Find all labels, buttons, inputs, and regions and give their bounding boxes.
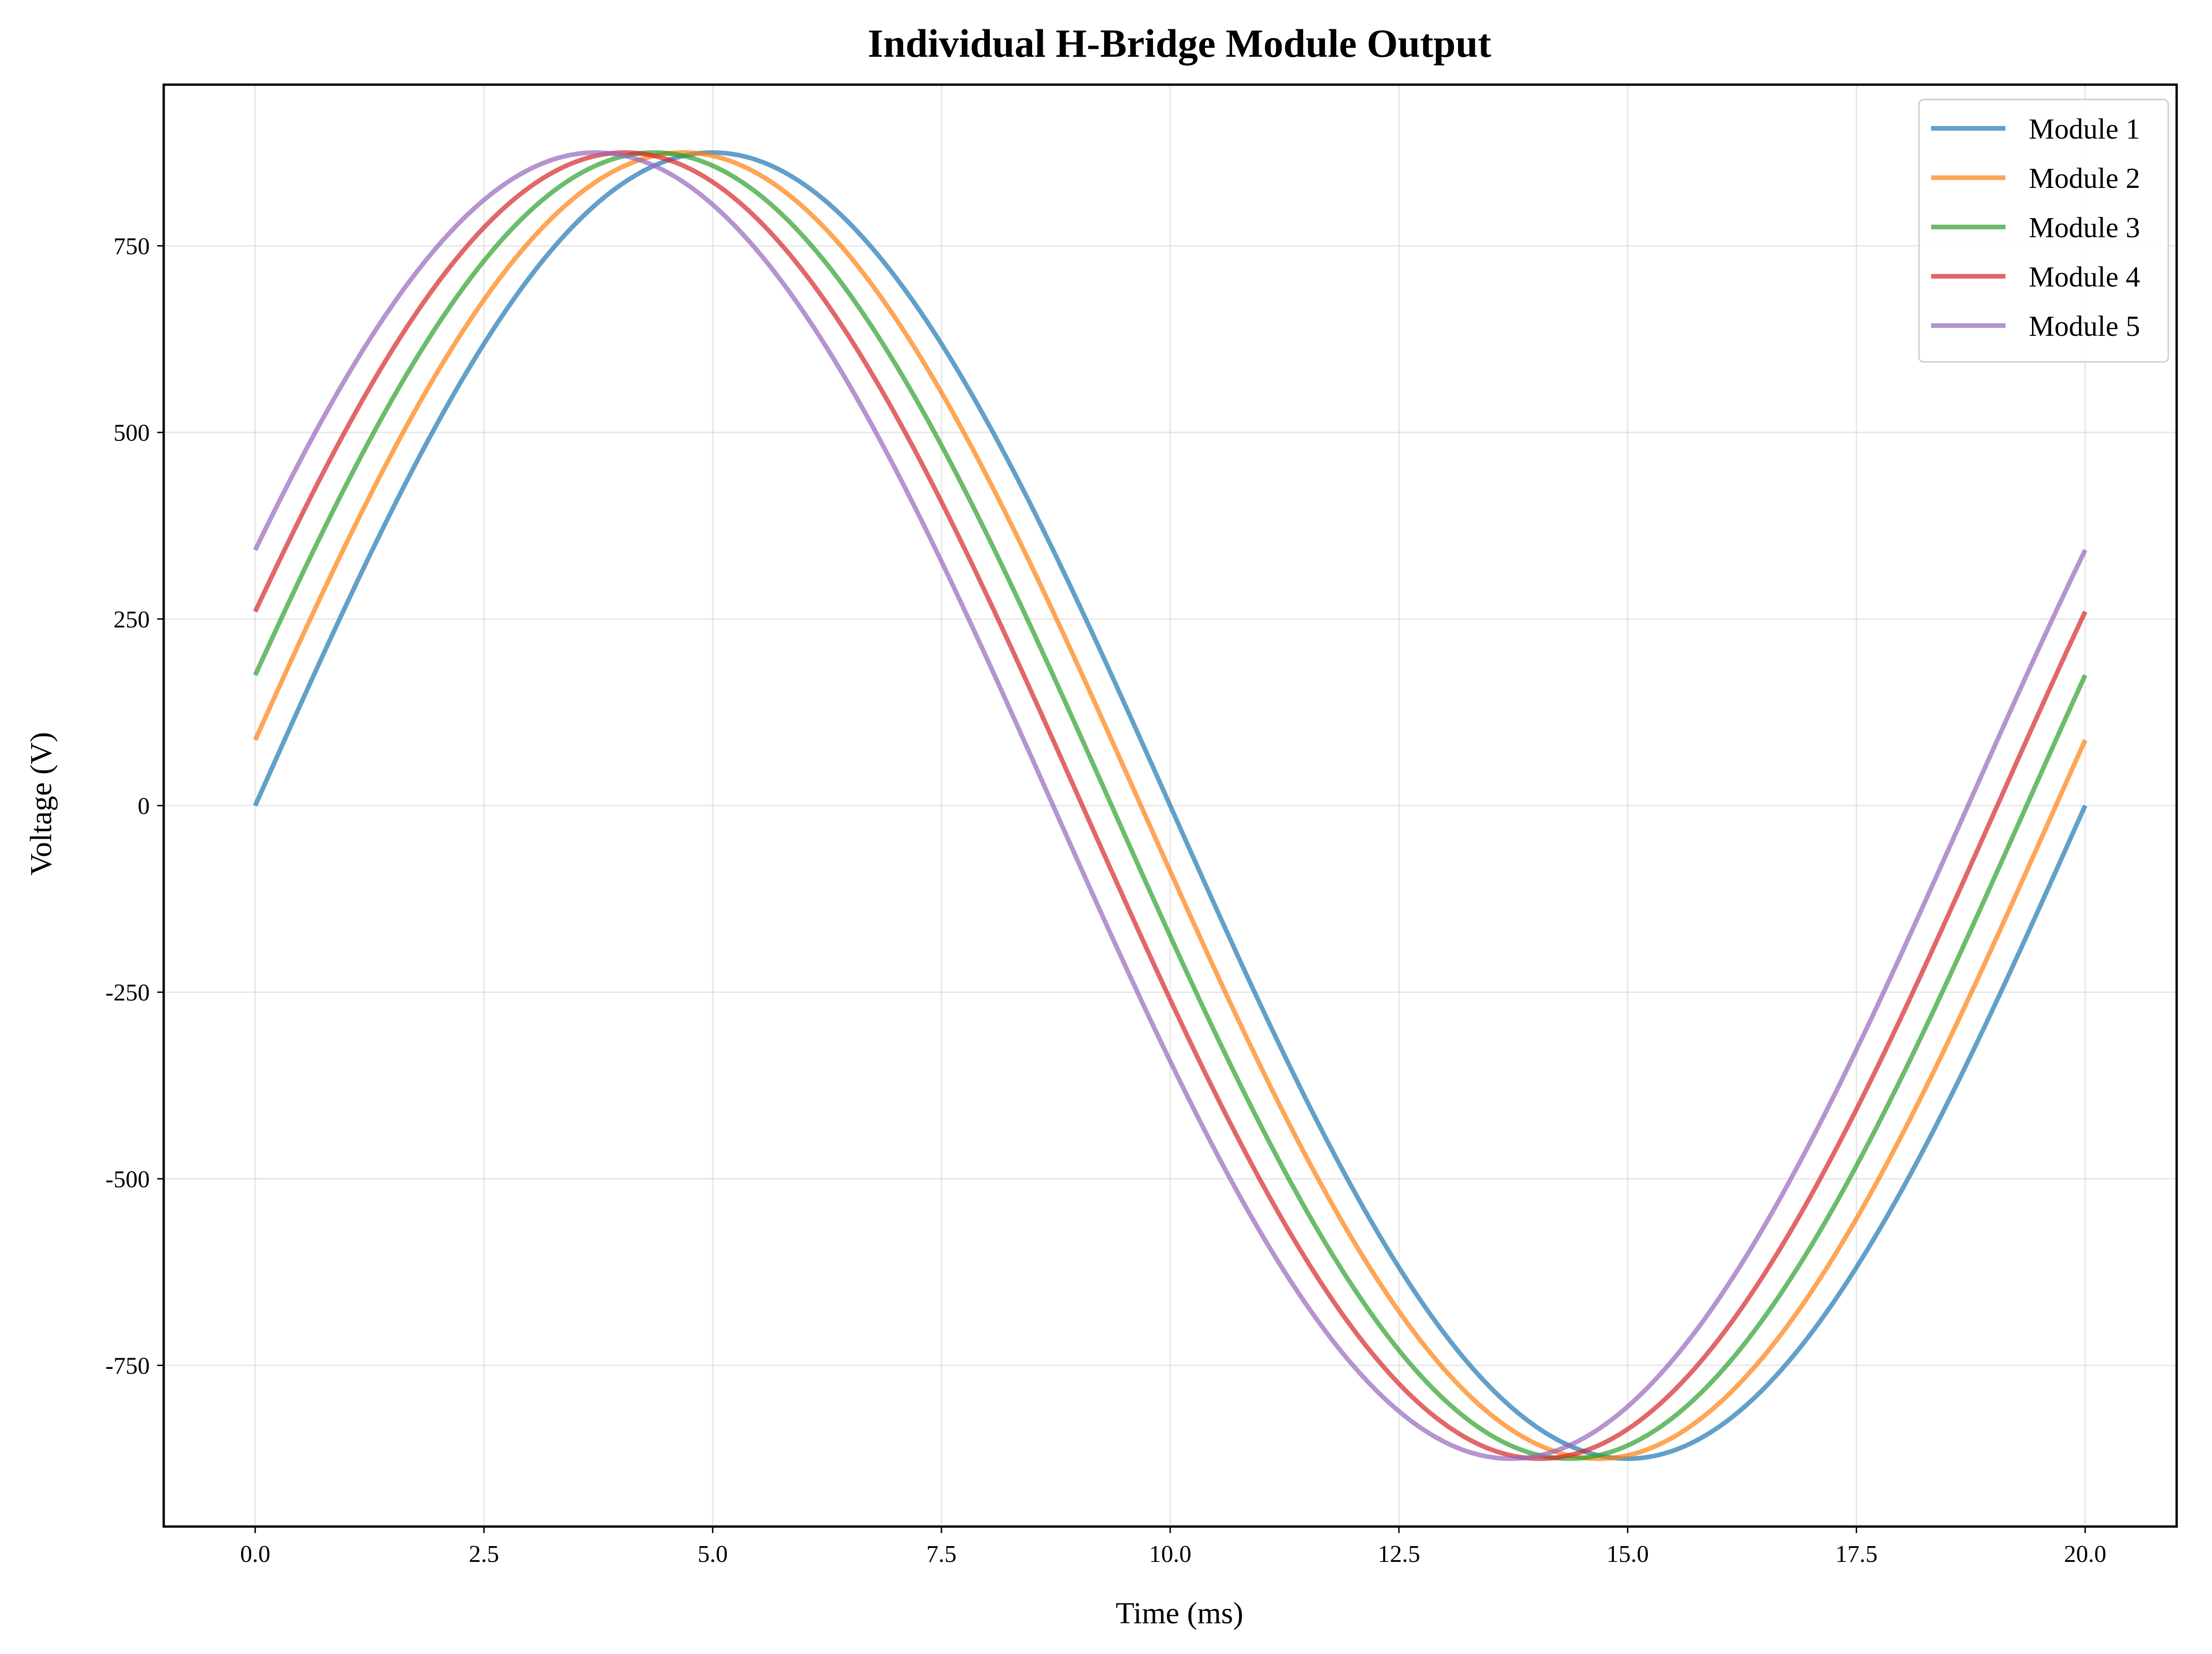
y-tick-label: -750 <box>106 1353 150 1379</box>
x-tick-label: 7.5 <box>926 1541 957 1567</box>
y-tick-label: -500 <box>106 1166 150 1193</box>
y-tick-label: 750 <box>113 233 150 260</box>
y-tick-label: -250 <box>106 980 150 1006</box>
y-axis: -750 -500 -250 0 250 500 750 <box>106 233 164 1379</box>
y-tick-label: 500 <box>113 420 150 447</box>
legend-box <box>1918 99 2169 363</box>
series-line-module-4 <box>253 150 2087 1461</box>
y-axis-label: Voltage (V) <box>24 732 58 876</box>
x-tick-label: 0.0 <box>240 1541 270 1567</box>
x-tick-label: 15.0 <box>1606 1541 1649 1567</box>
x-tick-label: 20.0 <box>2064 1541 2106 1567</box>
series-line-module-3 <box>253 150 2087 1461</box>
legend-label-module-1: Module 1 <box>2029 113 2140 145</box>
legend-label-module-4: Module 4 <box>2029 261 2140 293</box>
legend-label-module-3: Module 3 <box>2029 212 2140 244</box>
chart-title: Individual H-Bridge Module Output <box>868 21 1492 66</box>
series-line-module-1 <box>253 150 2087 1461</box>
legend-label-module-5: Module 5 <box>2029 311 2140 342</box>
series-lines <box>253 150 2087 1461</box>
x-tick-label: 2.5 <box>469 1541 499 1567</box>
y-tick-label: 250 <box>113 607 150 633</box>
series-line-module-5 <box>253 150 2087 1461</box>
x-tick-label: 17.5 <box>1835 1541 1878 1567</box>
legend: Module 1 Module 2 Module 3 Module 4 Module 5 <box>1918 99 2169 363</box>
series-line-module-2 <box>253 150 2087 1461</box>
x-tick-label: 12.5 <box>1378 1541 1420 1567</box>
x-tick-label: 10.0 <box>1149 1541 1192 1567</box>
x-axis: 0.0 2.5 5.0 7.5 10.0 12.5 15.0 17.5 20.0 <box>240 1527 2106 1567</box>
legend-label-module-2: Module 2 <box>2029 163 2140 194</box>
x-axis-label: Time (ms) <box>1116 1596 1243 1630</box>
x-tick-label: 5.0 <box>698 1541 728 1567</box>
y-tick-label: 0 <box>138 793 150 820</box>
